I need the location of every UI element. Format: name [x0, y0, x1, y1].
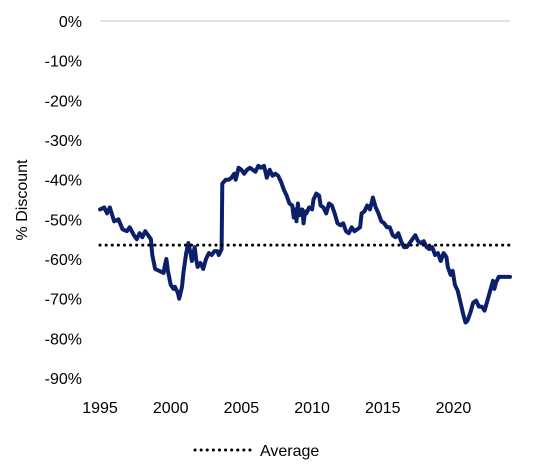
y-tick-label: -10% [45, 54, 82, 71]
y-axis-tick-labels: 0% -10% -20% -30% -40% -50% -60% -70% -80% -90% [45, 14, 82, 388]
y-tick-label: -60% [45, 252, 82, 269]
x-tick-label: 2015 [365, 400, 401, 417]
x-tick-label: 2020 [436, 400, 472, 417]
y-axis-title: % Discount [14, 159, 31, 240]
y-tick-label: 0% [59, 14, 82, 31]
x-axis-tick-labels: 1995 2000 2005 2010 2015 2020 [82, 400, 471, 417]
x-tick-label: 1995 [82, 400, 118, 417]
y-tick-label: -90% [45, 371, 82, 388]
y-tick-label: -50% [45, 212, 82, 229]
legend-average-label: Average [260, 443, 319, 460]
discount-series-line [98, 163, 512, 325]
legend: Average [193, 443, 319, 460]
series-layer [98, 163, 512, 325]
x-tick-label: 2005 [224, 400, 260, 417]
y-tick-label: -30% [45, 133, 82, 150]
x-tick-label: 2010 [294, 400, 330, 417]
y-tick-label: -80% [45, 331, 82, 348]
y-tick-label: -20% [45, 93, 82, 110]
x-tick-label: 2000 [153, 400, 189, 417]
y-tick-label: -40% [45, 173, 82, 190]
y-tick-label: -70% [45, 292, 82, 309]
